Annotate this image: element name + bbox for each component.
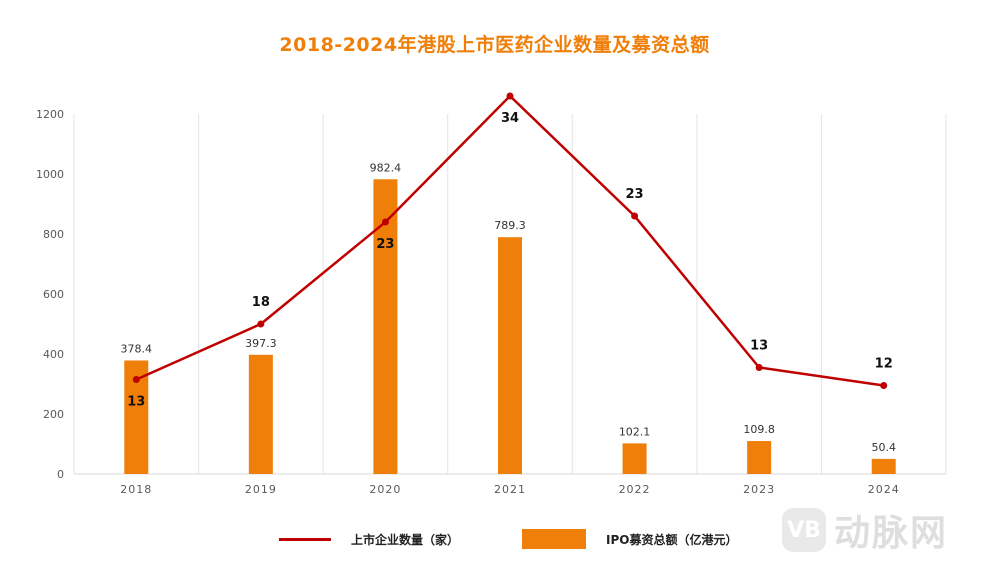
line-point	[257, 320, 265, 328]
bar	[248, 354, 273, 474]
x-tick-label: 2018	[120, 483, 152, 496]
bar-data-label: 50.4	[871, 441, 896, 454]
y-tick-label: 200	[43, 408, 64, 421]
legend-item-ipo[interactable]: IPO募资总额（亿港元）	[522, 524, 737, 554]
bar-data-label: 789.3	[494, 219, 526, 232]
y-tick-label: 400	[43, 348, 64, 361]
chart-title: 2018-2024年港股上市医药企业数量及募资总额	[279, 34, 710, 56]
watermark-text: 动脉网	[834, 513, 949, 554]
line-label-layer: 13 18 23 34 23 13 12	[127, 111, 893, 410]
bar	[124, 360, 149, 474]
grid-layer	[73, 114, 947, 474]
line-layer	[132, 92, 888, 389]
line-point	[631, 212, 639, 220]
legend-item-count[interactable]: 上市企业数量（家）	[279, 524, 459, 554]
line-point	[132, 376, 140, 383]
line-data-label: 18	[252, 295, 270, 310]
bar-data-label: 102.1	[619, 425, 651, 438]
line-point	[880, 382, 888, 389]
y-tick-label: 1200	[36, 108, 64, 121]
line-data-label: 13	[750, 339, 768, 354]
bar	[622, 443, 647, 474]
line-point	[506, 92, 514, 100]
bar-layer	[124, 179, 896, 474]
bar	[498, 237, 522, 474]
line-data-label: 13	[127, 395, 145, 410]
line-data-label: 23	[626, 187, 644, 202]
line-point	[755, 364, 763, 371]
bar-label-layer: 378.4 397.3 982.4 789.3 102.1 109.8 50.4	[121, 161, 896, 454]
bar-data-label: 397.3	[245, 337, 277, 350]
x-tick-label: 2021	[494, 483, 526, 496]
x-tick-label: 2023	[743, 483, 775, 496]
line-point	[381, 218, 389, 226]
bar-data-label: 109.8	[743, 423, 775, 436]
bar	[747, 441, 772, 474]
watermark: VB 动脉网	[782, 505, 948, 555]
legend: 上市企业数量（家） IPO募资总额（亿港元）	[0, 524, 989, 554]
legend-label-ipo: IPO募资总额（亿港元）	[606, 532, 738, 547]
axis-layer: 0 200 400 600 800 1000 1200 2018 2019 2020 2021 202…	[36, 108, 946, 496]
line-data-label: 12	[875, 357, 893, 372]
x-tick-label: 2019	[245, 483, 277, 496]
legend-label-count: 上市企业数量（家）	[351, 532, 460, 547]
line-data-label: 34	[501, 111, 519, 126]
legend-line-swatch	[279, 537, 331, 541]
x-tick-label: 2020	[369, 483, 401, 496]
y-tick-label: 0	[57, 468, 64, 481]
line-data-label: 23	[376, 237, 394, 252]
bar	[871, 458, 896, 474]
legend-bar-swatch	[522, 529, 586, 549]
y-tick-label: 800	[43, 228, 64, 241]
bar-data-label: 378.4	[121, 342, 153, 355]
x-tick-label: 2024	[868, 483, 900, 496]
x-tick-label: 2022	[619, 483, 651, 496]
watermark-logo: VB	[782, 508, 826, 552]
y-tick-label: 1000	[36, 168, 64, 181]
bar-data-label: 982.4	[370, 161, 402, 174]
y-tick-label: 600	[43, 288, 64, 301]
